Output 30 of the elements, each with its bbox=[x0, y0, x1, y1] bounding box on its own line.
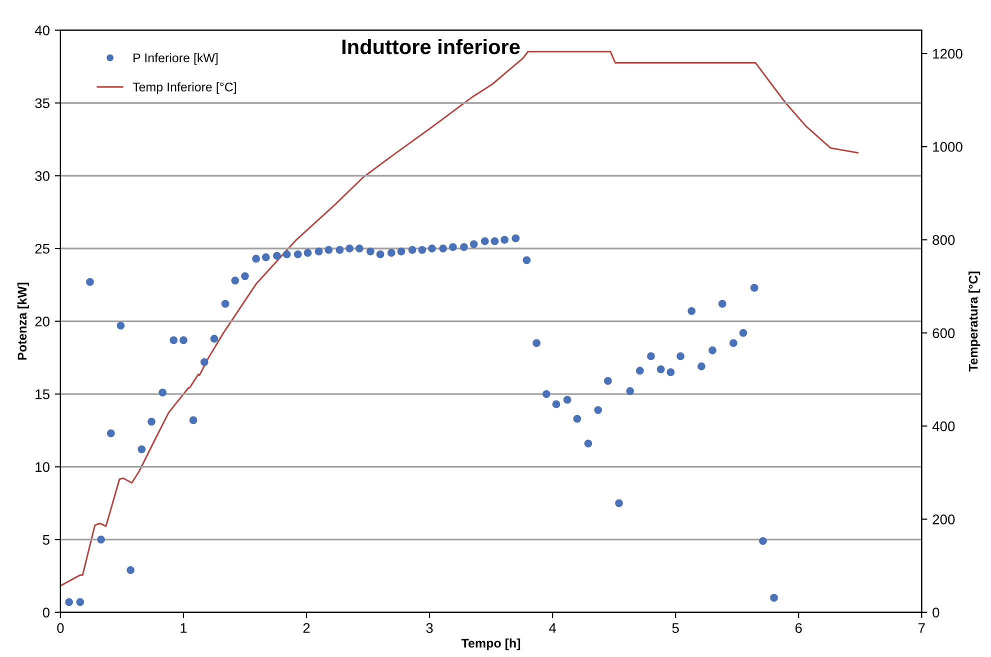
x-tick-label: 7 bbox=[918, 623, 925, 633]
y-tick-label: 15 bbox=[36, 390, 50, 400]
chart-title: Induttore inferiore bbox=[342, 38, 520, 54]
y-tick-label: 40 bbox=[34, 26, 50, 36]
y2-tick-label: 800 bbox=[932, 235, 955, 245]
x-axis-title: Tempo [h] bbox=[461, 638, 520, 650]
y-tick-label: 20 bbox=[35, 316, 50, 326]
y-tick-label: 10 bbox=[36, 462, 50, 472]
x-tick-label: 4 bbox=[549, 623, 556, 633]
legend-label: P Inferiore [kW] bbox=[134, 53, 218, 65]
x-tick-label: 5 bbox=[672, 623, 679, 633]
x-tick-label: 2 bbox=[303, 623, 310, 633]
x-tick-label: 3 bbox=[426, 623, 433, 633]
x-tick-label: 1 bbox=[180, 623, 187, 633]
y-tick-label: 5 bbox=[42, 535, 50, 545]
y2-tick-label: 600 bbox=[932, 328, 955, 338]
y2-tick-label: 200 bbox=[932, 514, 955, 524]
y2-axis-title: Temperatura [°C] bbox=[968, 272, 980, 372]
legend-label: Temp Inferiore [°C] bbox=[132, 82, 236, 94]
y2-tick-label: 0 bbox=[932, 608, 940, 618]
y2-tick-label: 1000 bbox=[933, 142, 962, 152]
y-tick-label: 30 bbox=[35, 171, 50, 181]
y-tick-label: 25 bbox=[35, 244, 50, 254]
y-tick-label: 0 bbox=[42, 608, 50, 618]
y2-tick-label: 1200 bbox=[933, 48, 962, 59]
y-tick-label: 35 bbox=[35, 98, 50, 108]
y2-tick-label: 400 bbox=[932, 421, 955, 432]
x-tick-label: 6 bbox=[795, 623, 802, 633]
x-tick-label: 0 bbox=[57, 623, 64, 633]
y-axis-title: Potenza [kW] bbox=[17, 282, 30, 360]
